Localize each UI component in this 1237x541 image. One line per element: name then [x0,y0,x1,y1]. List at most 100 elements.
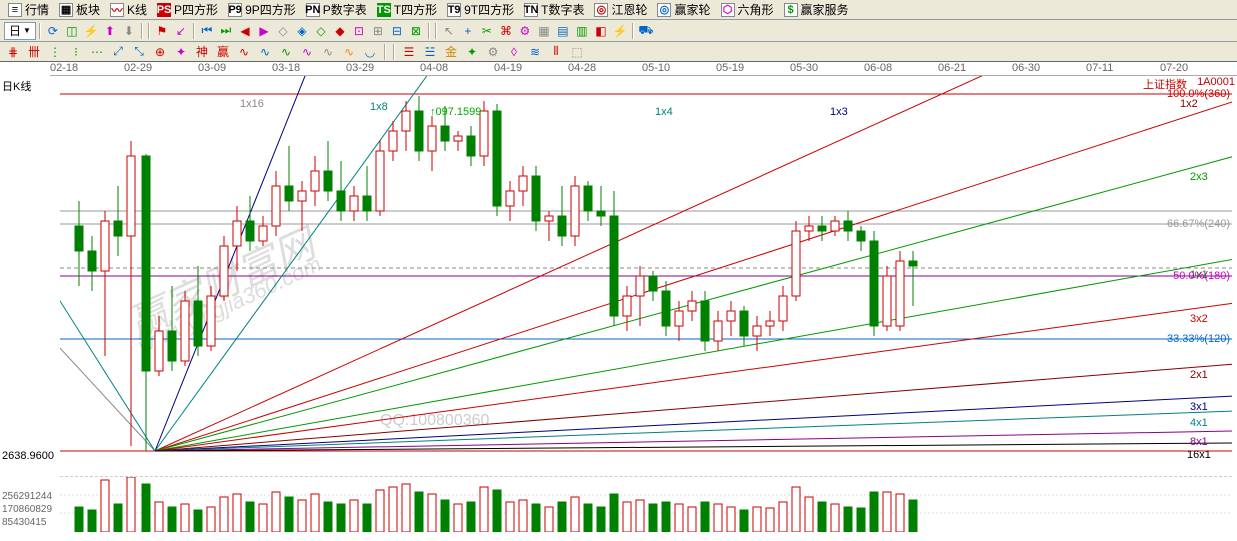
candlestick-zone[interactable]: ↑097.1599 1x161x81x41x31x22x31x13x22x13x… [60,76,1232,466]
menu-赢家服务[interactable]: $赢家服务 [780,1,853,18]
date-tick: 05-10 [642,62,670,74]
date-axis: 02-1802-2903-0903-1803-2904-0804-1904-28… [50,62,1237,76]
tb1-btn-13[interactable]: ▶ [255,22,273,40]
tb2-btn-5[interactable]: ⤢ [109,43,127,61]
tb2-btn-9[interactable]: 神 [193,43,211,61]
tb1-btn-29[interactable]: ▦ [535,22,553,40]
tb1-btn-1[interactable]: ◫ [63,22,81,40]
tb1-btn-16[interactable]: ◇ [312,22,330,40]
toolbar-row-2: ⋕卌⋮⁝⋯⤢⤡⊕✦神赢∿∿∿∿∿∿◡☰☱金✦⚙◊≋⫴⬚ [0,42,1237,62]
tb1-btn-15[interactable]: ◈ [293,22,311,40]
menubar: ≡行情▦板块〰K线PSP四方形P99P四方形PNP数字表TST四方形T99T四方… [0,0,1237,20]
fan-label: 8x1 [1190,436,1208,448]
tb1-btn-24[interactable]: ↖ [440,22,458,40]
date-tick: 02-18 [50,62,78,74]
tb2-btn-0[interactable]: ⋕ [4,43,22,61]
fan-label: 1x8 [370,101,388,113]
menu-9T四方形[interactable]: T99T四方形 [443,1,518,18]
tb1-btn-20[interactable]: ⊟ [388,22,406,40]
tb1-btn-11[interactable]: ⏭ [217,22,235,40]
tb2-btn-12[interactable]: ∿ [256,43,274,61]
tb2-btn-24[interactable]: ⚙ [484,43,502,61]
volume-svg [60,477,1232,532]
tb2-btn-4[interactable]: ⋯ [88,43,106,61]
hline-label: 66.67%(240) [1167,218,1230,230]
tb2-btn-21[interactable]: ☱ [421,43,439,61]
tb2-btn-3[interactable]: ⁝ [67,43,85,61]
date-tick: 06-21 [938,62,966,74]
tb1-btn-26[interactable]: ✂ [478,22,496,40]
tb1-btn-14[interactable]: ◇ [274,22,292,40]
tb2-btn-10[interactable]: 赢 [214,43,232,61]
tb1-btn-4[interactable]: ⬇ [120,22,138,40]
tb2-btn-6[interactable]: ⤡ [130,43,148,61]
tb2-btn-13[interactable]: ∿ [277,43,295,61]
tb2-btn-2[interactable]: ⋮ [46,43,64,61]
tb2-btn-26[interactable]: ≋ [526,43,544,61]
date-tick: 04-08 [420,62,448,74]
tb2-btn-22[interactable]: 金 [442,43,460,61]
menu-江恩轮[interactable]: ◎江恩轮 [590,1,651,18]
period-dropdown[interactable]: 日▼ [4,22,36,40]
date-tick: 06-08 [864,62,892,74]
tb2-btn-23[interactable]: ✦ [463,43,481,61]
tb1-btn-35[interactable]: ⛟ [637,22,655,40]
hline-label: 50.0%(180) [1173,270,1230,282]
chart-title: 日K线 [2,78,31,94]
tb2-btn-1[interactable]: 卌 [25,43,43,61]
date-tick: 06-30 [1012,62,1040,74]
fan-label: 3x2 [1190,313,1208,325]
menu-P四方形[interactable]: PSP四方形 [153,1,222,18]
tb1-btn-8[interactable]: ↙ [172,22,190,40]
tb1-btn-27[interactable]: ⌘ [497,22,515,40]
menu-六角形[interactable]: ⬡六角形 [717,1,778,18]
tb1-btn-19[interactable]: ⊞ [369,22,387,40]
tb1-btn-30[interactable]: ▤ [554,22,572,40]
tb2-btn-15[interactable]: ∿ [319,43,337,61]
tb1-btn-18[interactable]: ⊡ [350,22,368,40]
tb2-btn-28[interactable]: ⬚ [568,43,586,61]
tb2-btn-25[interactable]: ◊ [505,43,523,61]
date-tick: 02-29 [124,62,152,74]
date-tick: 04-28 [568,62,596,74]
fan-label: 2x1 [1190,369,1208,381]
tb2-btn-16[interactable]: ∿ [340,43,358,61]
tb2-btn-11[interactable]: ∿ [235,43,253,61]
tb2-btn-17[interactable]: ◡ [361,43,379,61]
tb2-btn-7[interactable]: ⊕ [151,43,169,61]
date-tick: 03-29 [346,62,374,74]
date-tick: 07-11 [1086,62,1113,74]
tb2-btn-27[interactable]: ⫴ [547,43,565,61]
tb1-btn-21[interactable]: ⊠ [407,22,425,40]
tb1-btn-32[interactable]: ◧ [592,22,610,40]
menu-板块[interactable]: ▦板块 [55,1,104,18]
tb1-btn-10[interactable]: ⏮ [198,22,216,40]
menu-K线[interactable]: 〰K线 [106,1,151,18]
tb2-btn-8[interactable]: ✦ [172,43,190,61]
tb1-btn-33[interactable]: ⚡ [611,22,629,40]
tb1-btn-2[interactable]: ⚡ [82,22,100,40]
date-tick: 03-18 [272,62,300,74]
menu-9P四方形[interactable]: P99P四方形 [224,1,300,18]
tb1-btn-3[interactable]: ⬆ [101,22,119,40]
date-tick: 04-19 [494,62,522,74]
tb2-btn-14[interactable]: ∿ [298,43,316,61]
tb1-btn-28[interactable]: ⚙ [516,22,534,40]
tb1-btn-7[interactable]: ⚑ [153,22,171,40]
menu-行情[interactable]: ≡行情 [4,1,53,18]
tb1-btn-31[interactable]: ▥ [573,22,591,40]
chart-area: 日K线 02-1802-2903-0903-1803-2904-0804-190… [0,62,1237,541]
tb2-btn-20[interactable]: ☰ [400,43,418,61]
menu-T四方形[interactable]: TST四方形 [373,1,441,18]
date-tick: 07-20 [1160,62,1188,74]
volume-zone[interactable] [60,476,1232,531]
tb1-btn-25[interactable]: + [459,22,477,40]
menu-P数字表[interactable]: PNP数字表 [302,1,371,18]
menu-赢家轮[interactable]: ◎赢家轮 [653,1,714,18]
menu-T数字表[interactable]: TNT数字表 [520,1,588,18]
fan-label: 2x3 [1190,171,1208,183]
tb1-btn-12[interactable]: ◀ [236,22,254,40]
tb1-btn-17[interactable]: ◆ [331,22,349,40]
tb1-btn-0[interactable]: ⟳ [44,22,62,40]
price-anchor: 2638.9600 [2,450,54,462]
